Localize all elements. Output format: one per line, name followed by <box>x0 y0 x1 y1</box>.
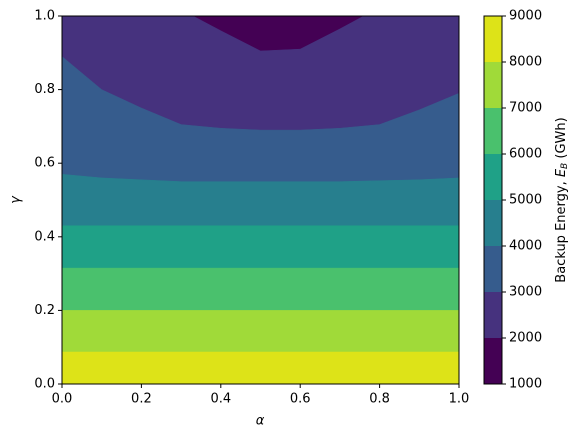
x-tick-label: 0.8 <box>369 392 390 407</box>
y-tick-label: 0.0 <box>34 377 55 392</box>
colorbar-band <box>484 154 502 200</box>
y-tick-label: 0.4 <box>34 229 55 244</box>
colorbar-tick-label: 4000 <box>509 239 542 254</box>
colorbar-tick-label: 1000 <box>509 377 542 392</box>
x-tick-label: 0.2 <box>131 392 152 407</box>
colorbar-band <box>484 292 502 338</box>
y-tick-label: 0.2 <box>34 303 55 318</box>
colorbar-tick-label: 2000 <box>509 331 542 346</box>
label-text: Backup Energy, <box>554 177 569 283</box>
label-sub: B <box>560 163 570 169</box>
colorbar-tick-label: 8000 <box>509 55 542 70</box>
colorbar-tick-label: 9000 <box>509 9 542 24</box>
colorbar-tick-label: 6000 <box>509 147 542 162</box>
colorbar: 1000 2000 3000 4000 5000 6000 7000 8000 9000 <box>483 9 542 392</box>
y-tick-label: 0.6 <box>34 156 55 171</box>
y-tick-label: 0.8 <box>34 82 55 97</box>
colorbar-tick-label: 7000 <box>509 101 542 116</box>
label-unit: (GWh) <box>554 117 569 162</box>
x-tick-label: 0.6 <box>290 392 311 407</box>
y-tick-label: 1.0 <box>34 9 55 24</box>
x-tick-label: 0.0 <box>52 392 73 407</box>
plot-area: 0.0 0.2 0.4 0.6 0.8 1.0 0.0 0.2 0.4 0.6 0.8 1.0 <box>34 9 469 407</box>
x-axis-label: α <box>256 414 265 429</box>
colorbar-band <box>484 62 502 108</box>
colorbar-band <box>484 200 502 246</box>
x-tick-label: 0.4 <box>210 392 231 407</box>
colorbar-label: Backup Energy, EB (GWh) <box>554 117 570 282</box>
x-tick-label: 1.0 <box>449 392 470 407</box>
colorbar-band <box>484 246 502 292</box>
contour-band <box>61 351 460 385</box>
colorbar-band <box>484 338 502 384</box>
y-axis-label: γ <box>9 195 24 204</box>
colorbar-band <box>484 108 502 154</box>
plot-frame <box>61 15 460 385</box>
colorbar-tick-label: 5000 <box>509 193 542 208</box>
colorbar-band <box>484 16 502 62</box>
colorbar-tick-label: 3000 <box>509 285 542 300</box>
label-var: E <box>554 168 569 177</box>
